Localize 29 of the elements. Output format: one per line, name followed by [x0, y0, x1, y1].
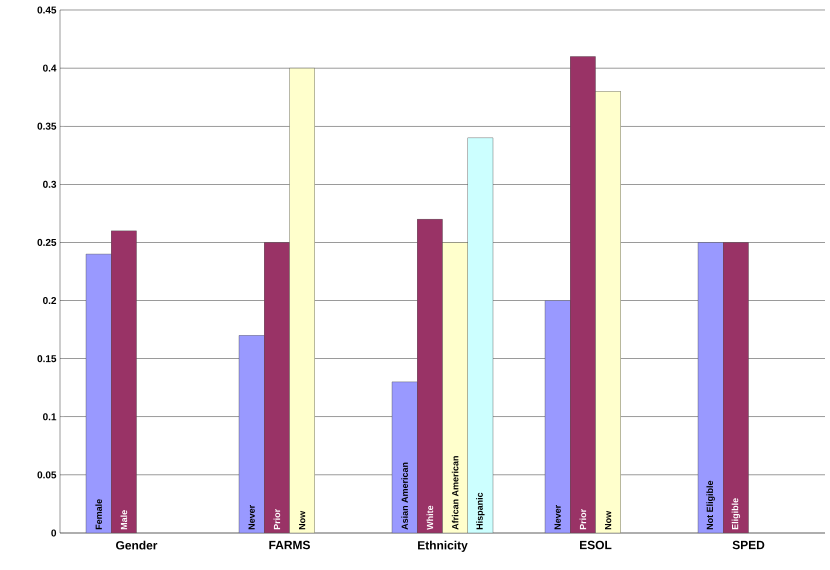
y-tick-label: 0.25 — [37, 238, 56, 246]
y-tick-label: 0.35 — [37, 122, 56, 130]
annotation: African American — [452, 456, 458, 530]
x-tick-label: ESOL — [580, 540, 612, 550]
annotation: Hispanic — [476, 492, 485, 530]
annotation: Female — [95, 499, 102, 530]
annotation: Prior — [580, 509, 586, 530]
y-tick-label: 0.3 — [43, 180, 56, 188]
annotation: Now — [298, 510, 306, 530]
annotation: White — [426, 506, 434, 530]
annotation: Never — [554, 505, 561, 530]
x-tick-label: SPED — [732, 540, 764, 550]
y-tick-label: 0.1 — [43, 413, 56, 420]
x-tick-label: Gender — [116, 540, 158, 550]
y-tick-label: 0.05 — [37, 471, 56, 478]
annotation: Male — [120, 510, 128, 530]
annotation: Asian American — [401, 462, 408, 530]
y-tick-label: 0.2 — [43, 297, 56, 304]
y-tick-label: 0 — [51, 529, 56, 537]
annotation: Never — [248, 505, 255, 530]
x-tick-label: FARMS — [269, 540, 310, 550]
y-tick-label: 0.4 — [43, 64, 56, 72]
annotation: Prior — [274, 509, 280, 530]
annotation: Now — [604, 510, 612, 530]
y-tick-label: 0.15 — [37, 355, 56, 362]
annotation: Not Eligible — [706, 480, 715, 530]
annotation: Eligible — [732, 498, 740, 530]
y-tick-label: 0.45 — [37, 6, 56, 14]
x-tick-label: Ethnicity — [418, 540, 468, 552]
